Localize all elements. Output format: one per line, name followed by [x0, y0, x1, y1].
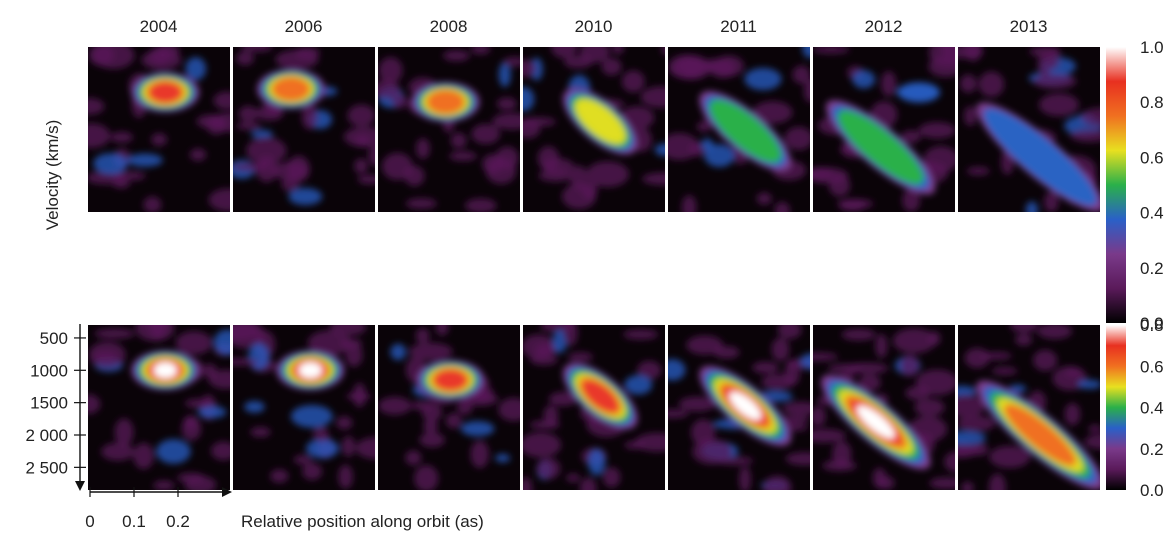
colorbar-tick-label: 0.8 — [1140, 316, 1164, 335]
colorbar-tick-label: 0.2 — [1140, 259, 1164, 278]
colorbar-top — [1106, 47, 1126, 323]
colorbar-tick-label: 0.8 — [1140, 93, 1164, 112]
y-axis-velocity: 500 1000 1500 2 000 2 500 — [25, 324, 86, 491]
heatmap-panel — [668, 325, 810, 490]
year-labels: 2004 2006 2008 2010 2011 2012 2013 — [140, 17, 1048, 36]
year-label: 2011 — [720, 17, 757, 36]
y-tick-label: 1500 — [30, 394, 68, 413]
heatmap-panel — [233, 47, 375, 212]
x-axis-arrow — [222, 487, 232, 497]
year-label: 2008 — [430, 17, 468, 36]
colorbar-tick-label: 0.4 — [1140, 399, 1164, 418]
colorbar-tick-label: 0.2 — [1140, 440, 1164, 459]
colorbars: 1.00.80.60.40.20.00.80.60.40.20.0 — [1106, 38, 1164, 500]
x-tick-label: 0.2 — [166, 512, 190, 531]
colorbar-bottom — [1106, 325, 1126, 490]
y-tick-label: 2 000 — [25, 426, 68, 445]
y-tick-label: 500 — [40, 329, 68, 348]
heatmap-panel — [88, 47, 230, 212]
heatmap-panel — [88, 325, 230, 490]
heatmap-panel — [668, 47, 810, 212]
heatmap-panel — [813, 325, 955, 490]
y-axis-arrow — [75, 481, 85, 491]
colorbar-tick-label: 0.6 — [1140, 357, 1164, 376]
heatmap-panel — [523, 325, 665, 490]
heatmap-panel — [813, 47, 955, 212]
colorbar-tick-label: 0.4 — [1140, 204, 1164, 223]
colorbar-tick-label: 0.0 — [1140, 314, 1164, 333]
y-tick-label: 2 500 — [25, 458, 68, 477]
year-label: 2013 — [1010, 17, 1048, 36]
heatmap-panel — [958, 47, 1100, 212]
year-label: 2006 — [285, 17, 323, 36]
y-axis-label: Velocity (km/s) — [43, 120, 62, 231]
year-label: 2004 — [140, 17, 178, 36]
colorbar-tick-label: 0.6 — [1140, 148, 1164, 167]
heatmap-panel — [523, 47, 665, 212]
colorbar-tick-label: 0.0 — [1140, 481, 1164, 500]
year-label: 2012 — [865, 17, 903, 36]
year-label: 2010 — [575, 17, 613, 36]
heatmap-panel — [958, 325, 1100, 490]
heatmap-panel — [378, 325, 520, 490]
x-tick-label: 0 — [85, 512, 94, 531]
colorbar-tick-label: 1.0 — [1140, 38, 1164, 57]
x-axis-label: Relative position along orbit (as) — [241, 512, 484, 531]
x-tick-label: 0.1 — [122, 512, 146, 531]
heatmap-panel — [233, 325, 375, 490]
x-axis-position: 0 0.1 0.2 — [85, 487, 232, 531]
y-tick-label: 1000 — [30, 361, 68, 380]
panels-layer — [88, 47, 1100, 490]
heatmap-panel — [378, 47, 520, 212]
